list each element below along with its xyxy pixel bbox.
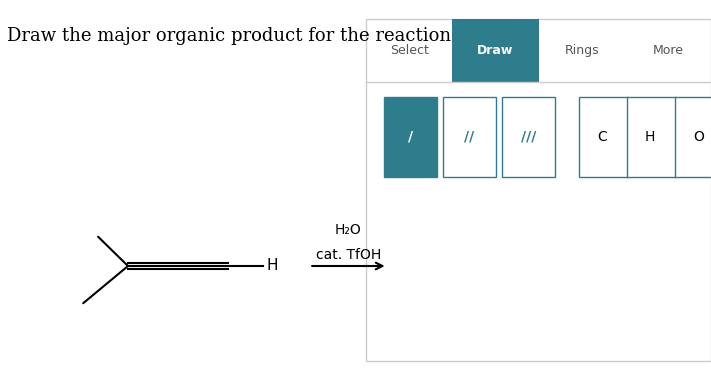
Text: O: O [693, 130, 704, 144]
Bar [443, 97, 496, 177]
Text: C: C [597, 130, 606, 144]
Text: ///: /// [521, 130, 536, 144]
Text: Draw: Draw [477, 44, 513, 57]
Text: H: H [645, 130, 656, 144]
Bar [366, 19, 711, 361]
Bar [384, 97, 437, 177]
Text: Select: Select [390, 44, 429, 57]
Text: H: H [267, 258, 278, 274]
Text: More: More [653, 44, 683, 57]
Text: Rings: Rings [565, 44, 599, 57]
Bar [502, 97, 555, 177]
Text: /: / [408, 130, 413, 144]
Bar [579, 97, 711, 177]
Bar [452, 19, 539, 82]
Text: Draw the major organic product for the reaction.: Draw the major organic product for the r… [7, 27, 457, 44]
Text: cat. TfOH: cat. TfOH [316, 248, 381, 262]
Text: //: // [464, 130, 475, 144]
Text: H₂O: H₂O [335, 223, 362, 238]
